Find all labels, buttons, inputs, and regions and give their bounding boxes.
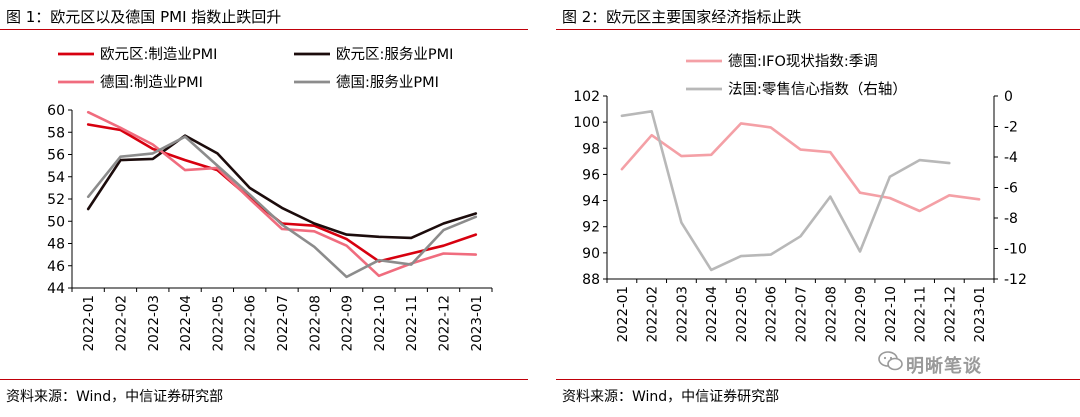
right-xtick-label: 2022-03 xyxy=(674,286,690,342)
left-series-line-4 xyxy=(86,135,478,279)
right-ytick-label: 90 xyxy=(582,246,600,262)
chart-left-svg: 44 46 48 50 52 54 56 58 60 2022-01 2022-02 2022-03 2… xyxy=(47,46,493,351)
right-xtick-label: 2022-07 xyxy=(794,286,810,342)
left-ytick-label: 54 xyxy=(47,170,65,186)
left-ytick-label: 46 xyxy=(47,259,65,275)
left-ytick-label: 52 xyxy=(47,192,65,208)
right-xtick-label: 2022-09 xyxy=(853,286,869,342)
source-note-left: 资料来源：Wind，中信证券研究部 xyxy=(6,389,224,405)
left-ytick-label: 56 xyxy=(47,148,65,164)
chart-panel-right: 图 2：欧元区主要国家经济指标止跌 88 90 92 94 96 98 100 102 -12 -… xyxy=(556,0,1080,417)
right-xtick-label: 2022-05 xyxy=(734,286,750,342)
right-ytick-label: 98 xyxy=(582,141,600,157)
left-xtick-label: 2022-01 xyxy=(81,295,97,351)
watermark-text: 明晰笔谈 xyxy=(906,356,982,377)
left-xtick-label: 2022-02 xyxy=(113,295,129,351)
right-y2tick-label: -6 xyxy=(1004,181,1018,197)
left-ytick-label: 44 xyxy=(47,281,65,297)
title-rule-right xyxy=(556,29,1080,30)
title-rule-left xyxy=(0,29,528,30)
left-ytick-label: 60 xyxy=(47,103,65,119)
left-legend-label-3: 德国:制造业PMI xyxy=(100,74,203,91)
left-ytick-label: 48 xyxy=(47,237,65,253)
right-ytick-label: 96 xyxy=(582,167,600,183)
source-rule-right xyxy=(556,379,1080,380)
right-y2tick-label: -12 xyxy=(1004,272,1027,288)
right-xtick-label: 2022-04 xyxy=(704,286,720,342)
right-ytick-label: 100 xyxy=(573,115,600,131)
right-legend-label-1: 德国:IFO现状指数:季调 xyxy=(728,53,878,70)
right-xtick-label: 2022-12 xyxy=(942,286,958,342)
right-xtick-label: 2022-06 xyxy=(764,286,780,342)
chart-right-svg: 88 90 92 94 96 98 100 102 -12 -10 -8 -6 -4 -2 0 2022-01… xyxy=(573,53,1027,342)
right-ytick-label: 92 xyxy=(582,220,600,236)
left-xtick-label: 2022-07 xyxy=(275,295,291,351)
right-ytick-label: 88 xyxy=(582,272,600,288)
left-legend-label-4: 德国:服务业PMI xyxy=(336,74,439,91)
chart-panel-left: 图 1：欧元区以及德国 PMI 指数止跌回升 44 46 48 50 52 54 56 58 6… xyxy=(0,0,528,417)
right-xtick-label: 2022-02 xyxy=(645,286,661,342)
left-xtick-label: 2022-08 xyxy=(307,295,323,351)
left-xtick-label: 2022-06 xyxy=(243,295,259,351)
right-y2tick-label: 0 xyxy=(1004,89,1013,105)
right-y2tick-label: -2 xyxy=(1004,120,1018,136)
left-xtick-label: 2022-03 xyxy=(146,295,162,351)
left-xtick-label: 2022-04 xyxy=(178,295,194,351)
right-xtick-label: 2022-01 xyxy=(615,286,631,342)
left-xtick-label: 2022-11 xyxy=(404,295,420,351)
left-series-line-1 xyxy=(86,123,478,263)
right-xtick-label: 2022-11 xyxy=(913,286,929,342)
left-ytick-label: 58 xyxy=(47,125,65,141)
left-xtick-label: 2022-05 xyxy=(210,295,226,351)
left-ytick-label: 50 xyxy=(47,214,65,230)
left-legend-label-1: 欧元区:制造业PMI xyxy=(100,46,217,63)
source-note-right: 资料来源：Wind，中信证券研究部 xyxy=(562,389,780,405)
right-xtick-label: 2023-01 xyxy=(972,286,988,342)
left-xtick-label: 2022-10 xyxy=(372,295,388,351)
source-rule-left xyxy=(0,379,528,380)
left-xtick-label: 2022-12 xyxy=(437,295,453,351)
right-xtick-label: 2022-10 xyxy=(883,286,899,342)
right-ytick-label: 102 xyxy=(573,89,600,105)
left-xtick-label: 2022-09 xyxy=(340,295,356,351)
right-xtick-label: 2022-08 xyxy=(823,286,839,342)
left-legend-label-2: 欧元区:服务业PMI xyxy=(336,46,453,63)
left-series-line-2 xyxy=(86,134,478,240)
right-y2tick-label: -10 xyxy=(1004,242,1027,258)
right-series-line-1 xyxy=(620,122,981,213)
wechat-icon xyxy=(878,351,903,371)
right-ytick-label: 94 xyxy=(582,194,600,210)
chart-title-right: 图 2：欧元区主要国家经济指标止跌 xyxy=(562,8,802,26)
chart-title-left: 图 1：欧元区以及德国 PMI 指数止跌回升 xyxy=(6,8,282,26)
right-y2tick-label: -8 xyxy=(1004,211,1018,227)
right-series-line-2 xyxy=(620,110,951,272)
right-legend-label-2: 法国:零售信心指数（右轴） xyxy=(728,81,907,98)
right-y2tick-label: -4 xyxy=(1004,150,1018,166)
left-xtick-label: 2023-01 xyxy=(469,295,485,351)
